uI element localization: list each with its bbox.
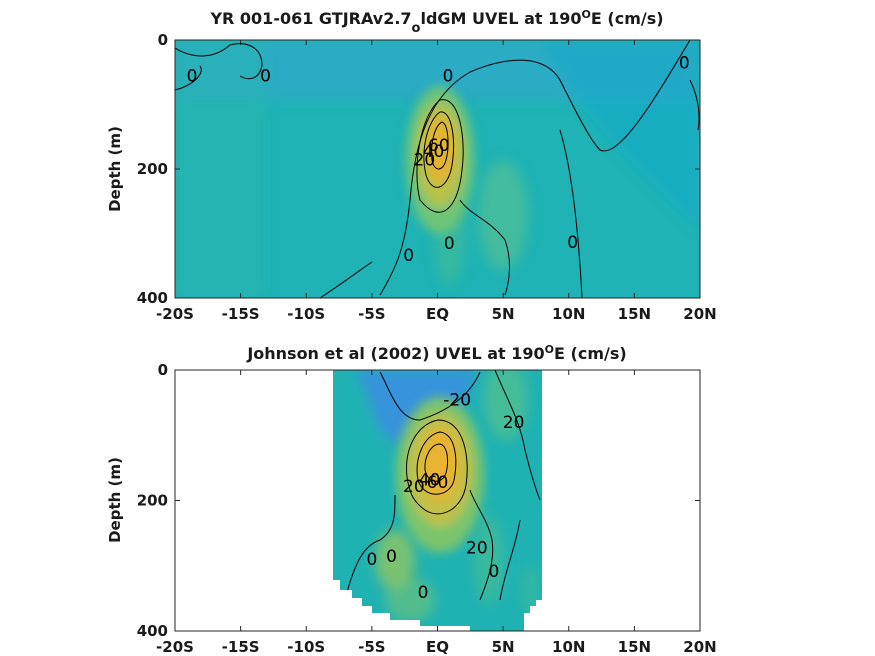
y-tick-label: 400 <box>137 622 168 640</box>
x-tick-label: -15S <box>222 638 260 656</box>
y-tick-label: 200 <box>137 492 168 510</box>
y-tick-label: 0 <box>158 31 168 49</box>
chart-top: YR 001-061 GTJRAv2.7oldGM UVEL at 190OE … <box>106 8 717 323</box>
x-tick-label: -20S <box>156 305 194 323</box>
x-tick-label: -20S <box>156 638 194 656</box>
x-tick-label: -5S <box>358 638 385 656</box>
y-axis-label: Depth (m) <box>106 457 124 543</box>
x-tick-label: -5S <box>358 305 385 323</box>
x-tick-label: EQ <box>426 305 449 323</box>
x-tick-label: 5N <box>492 638 515 656</box>
contour-label: 0 <box>443 66 454 86</box>
x-tick-label: -15S <box>222 305 260 323</box>
heatmap-field <box>175 40 700 298</box>
contour-label: 0 <box>567 233 578 253</box>
x-tick-label: 10N <box>552 638 585 656</box>
contour-label: 0 <box>403 246 414 266</box>
contour-label: 60 <box>427 473 449 493</box>
x-tick-label: -10S <box>287 638 325 656</box>
contour-label: 0 <box>260 66 271 86</box>
contour-label: 0 <box>386 547 397 567</box>
x-tick-label: 5N <box>492 305 515 323</box>
contour-label: 20 <box>403 477 425 497</box>
heatmap-field <box>333 370 542 631</box>
y-tick-label: 400 <box>137 289 168 307</box>
contour-label: 0 <box>366 550 377 570</box>
chart-title: YR 001-061 GTJRAv2.7oldGM UVEL at 190OE … <box>209 8 663 36</box>
chart-title: Johnson et al (2002) UVEL at 190OE (cm/s… <box>246 343 626 363</box>
contour-label: 0 <box>418 583 429 603</box>
y-axis-label: Depth (m) <box>106 126 124 212</box>
x-tick-label: -10S <box>287 305 325 323</box>
x-tick-label: 20N <box>683 638 716 656</box>
x-tick-label: EQ <box>426 638 449 656</box>
x-tick-label: 15N <box>618 638 651 656</box>
contour-label: 20 <box>503 413 525 433</box>
contour-label: 60 <box>428 136 450 156</box>
contour-label: 40 <box>419 471 441 491</box>
y-tick-label: 200 <box>137 160 168 178</box>
x-tick-label: 10N <box>552 305 585 323</box>
y-tick-label: 0 <box>158 361 168 379</box>
contour-label: 20 <box>466 538 488 558</box>
contour-label: -20 <box>443 390 471 410</box>
contour-lines <box>344 370 541 601</box>
contour-label: 0 <box>187 66 198 86</box>
x-tick-label: 20N <box>683 305 716 323</box>
contour-label: 40 <box>423 142 445 162</box>
chart-bottom: Johnson et al (2002) UVEL at 190OE (cm/s… <box>106 343 717 656</box>
x-tick-label: 15N <box>618 305 651 323</box>
contour-label: 0 <box>444 234 455 254</box>
contour-label: 20 <box>414 150 436 170</box>
contour-label: 0 <box>679 54 690 74</box>
contour-label: 0 <box>489 562 500 582</box>
contour-lines <box>175 40 700 298</box>
